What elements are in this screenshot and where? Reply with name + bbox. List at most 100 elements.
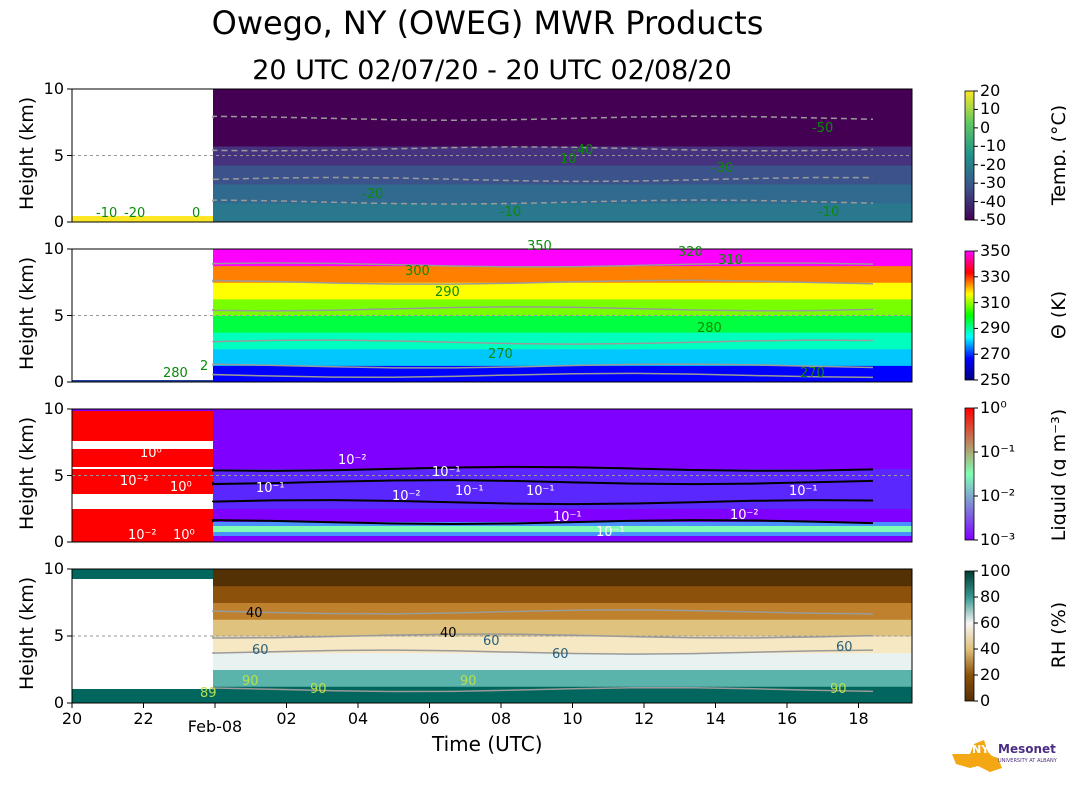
contour-label: -40 [572,143,594,158]
panel-theta [67,248,978,383]
contour-line [212,262,874,268]
x-tick-label: 16 [776,709,798,728]
colorbar-tick-label: 270 [980,344,1011,364]
field-band [213,108,912,128]
contour-label: 10⁻¹ [432,465,461,480]
surface-strip [72,216,213,222]
contour-line [212,146,874,152]
colorbar-label: RH (%) [1048,601,1066,669]
field-band [213,332,912,350]
y-axis-label: Height (km) [16,576,38,690]
colorbar-tick-label: 10⁻³ [980,530,1016,549]
field-band [213,348,912,366]
y-tick-label: 0 [53,372,64,391]
contour-label: 300 [405,264,430,279]
contour-label: 270 [488,347,513,362]
contour-line [212,279,874,285]
contour-label: 350 [527,239,552,254]
contour-label: 10⁻¹ [526,484,555,499]
x-tick-label: 02 [276,709,297,728]
cloud-block [72,449,213,467]
x-tick-label: 18 [848,709,869,728]
x-tick-label: 22 [133,709,154,728]
colorbar-tick-label: 60 [980,613,1001,632]
colorbar-tick-label: 290 [980,318,1011,338]
contour-label: 10⁻¹ [789,484,818,499]
contour-label: 90 [460,674,477,689]
field-band [72,409,213,411]
y-axis-label: Height (km) [16,256,38,370]
colorbar-tick-label: 0 [980,691,991,710]
y-tick-label: 10 [43,79,64,98]
contour-line [212,633,874,639]
colorbar-tick-label: -20 [980,154,1007,174]
contour-label: 10⁰ [170,480,192,495]
y-tick-label: 10 [43,239,64,258]
colorbar-label: Liquid (g m⁻³) [1048,408,1066,541]
contour-label: -20 [124,206,146,221]
contour-line [212,115,874,122]
x-tick-label: 14 [705,709,726,728]
field-band [213,669,912,687]
field-band [213,585,912,603]
y-tick-label: 10 [43,559,64,578]
colorbar-tick-label: 250 [980,370,1011,389]
colorbar-tick-label: 330 [980,266,1011,286]
panel-rh [67,568,978,704]
x-tick-label: 06 [419,709,440,728]
y-tick-label: 5 [53,626,64,645]
contour-label: 90 [310,682,327,697]
field-band [213,203,912,223]
colorbar [964,90,975,221]
x-tick-label: 10 [562,709,583,728]
field-band [213,282,912,300]
field-band [213,526,912,532]
contour-label: -10 [818,205,840,220]
colorbar-tick-label: 310 [980,292,1011,312]
contour-line [212,499,874,506]
contour-label: 40 [440,626,457,641]
contour-line [212,372,874,379]
x-tick-label: Feb-08 [187,717,243,736]
field-band [213,652,912,670]
colorbar-tick-label: 40 [980,639,1001,658]
colorbar-tick-label: 10⁻¹ [980,442,1016,461]
field-band [213,686,912,704]
contour-label: 60 [483,634,500,649]
contour-label: 2 [200,359,209,374]
nys-map-icon [952,740,1002,772]
colorbar-tick-label: 20 [980,81,1001,100]
y-tick-label: 5 [53,465,64,485]
contour-line [212,609,874,615]
nys-mesonet-logo: NYS Mesonet UNIVERSITY AT ALBANY [950,738,1057,776]
colorbar-tick-label: 100 [980,561,1011,580]
contour-label: 320 [678,245,703,260]
contour-label: -50 [812,121,834,136]
contour-label: 280 [697,321,722,336]
contour-line [212,686,874,693]
colorbar [964,570,975,702]
y-tick-label: 5 [53,145,64,165]
cloud-block [72,509,213,542]
x-tick-label: 20 [61,709,83,728]
contour-line [212,306,874,312]
contour-label: 10⁻¹ [596,525,625,540]
field-band [213,636,912,654]
rh-block [72,689,213,703]
contour-label: -20 [362,187,384,202]
colorbar-tick-label: -30 [980,173,1007,193]
contour-line [212,479,874,486]
contour-label: 270 [800,366,825,381]
chart-subtitle: 20 UTC 02/07/20 - 20 UTC 02/08/20 [252,55,732,86]
contour-line [212,649,874,655]
contour-label: 60 [252,643,269,658]
y-tick-label: 0 [53,532,64,551]
x-axis-label: Time (UTC) [432,732,543,756]
contour-line [212,465,874,472]
x-tick-label: 08 [490,709,512,728]
contour-label: 10⁻² [730,508,759,523]
cloud-block [72,411,213,441]
contour-label: 10 [560,152,577,167]
colorbar [964,250,975,381]
